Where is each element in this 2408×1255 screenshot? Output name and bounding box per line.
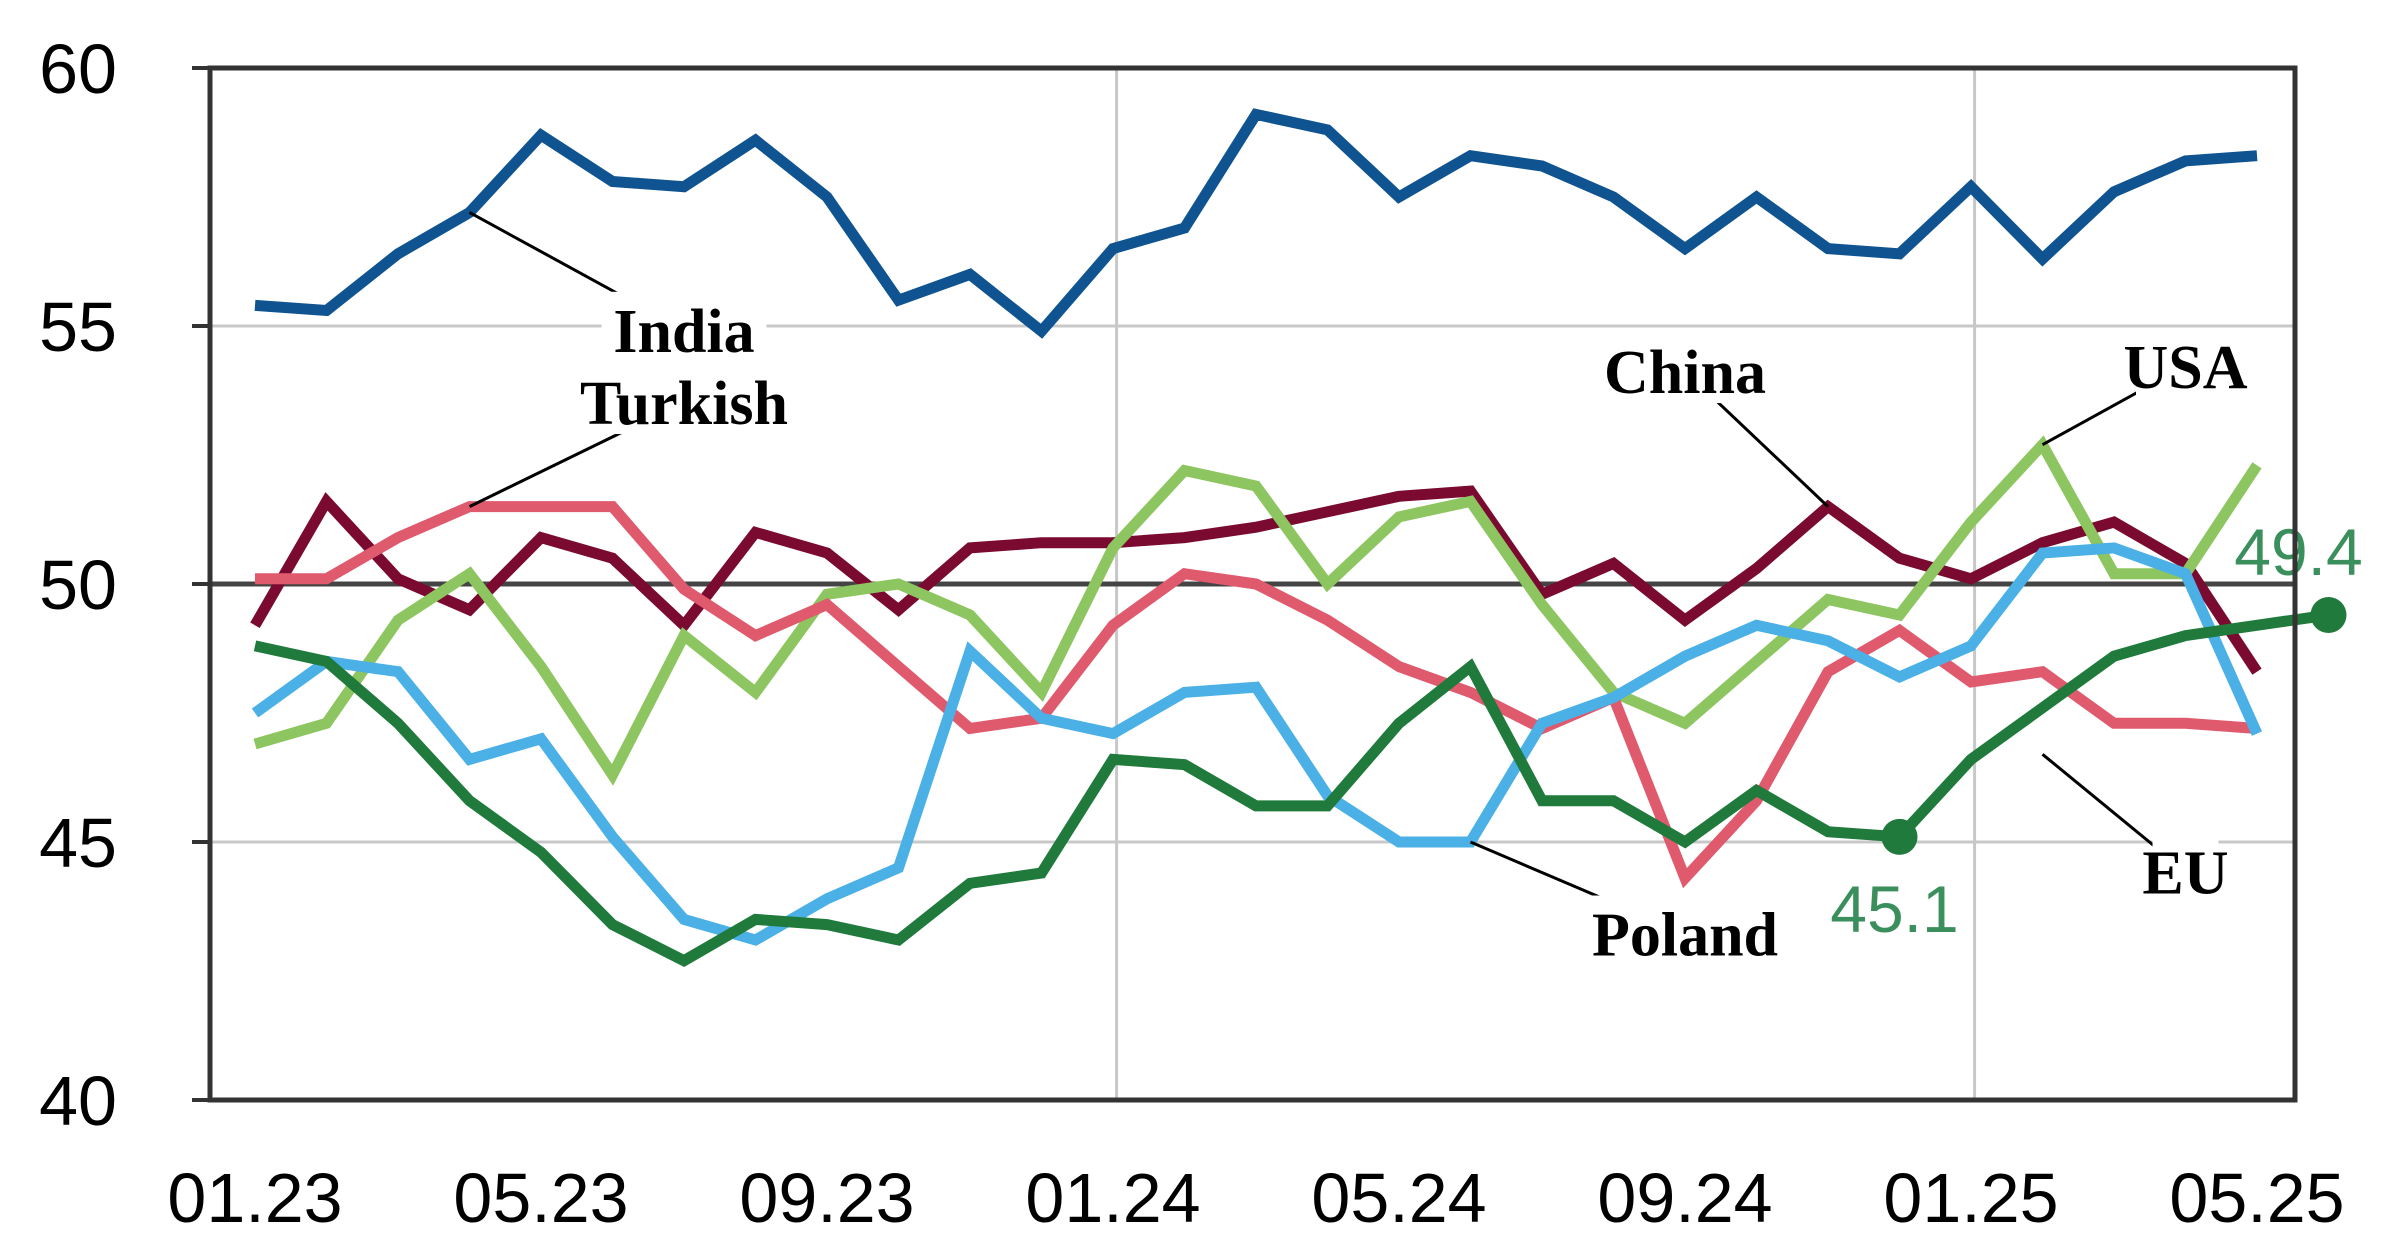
x-tick-05.23: 05.23	[453, 1159, 628, 1237]
annotation-value-45-1: 45.1	[1830, 872, 1958, 946]
annotation-marker-49-4	[2310, 596, 2347, 633]
x-tick-09.23: 09.23	[739, 1159, 914, 1237]
series-label-china: China	[1604, 339, 1766, 407]
x-tick-09.24: 09.24	[1597, 1159, 1772, 1237]
series-label-india: India	[613, 298, 754, 366]
x-axis-ticks: 01.23 05.23 09.23 01.24 05.24 09.24 01.25 05.25	[167, 1159, 2344, 1237]
series-lines	[250, 108, 2330, 967]
label-bg-china	[1602, 333, 1768, 404]
y-tick-50: 50	[39, 546, 117, 624]
annotation-value-49-4: 49.4	[2234, 515, 2362, 589]
series-line-turkish	[255, 501, 2258, 889]
series-line-eu	[253, 609, 2330, 967]
series-line-china	[250, 485, 2262, 675]
x-tick-01.24: 01.24	[1025, 1159, 1200, 1237]
x-tick-01.25: 01.25	[1883, 1159, 2058, 1237]
series-label-turkish: Turkish	[580, 370, 788, 438]
label-bg-usa	[2136, 327, 2235, 398]
label-bg-india	[601, 291, 767, 362]
series-label-poland: Poland	[1592, 902, 1778, 970]
series-label-usa: USA	[2123, 334, 2247, 402]
series-line-usa	[253, 435, 2262, 786]
y-tick-60: 60	[39, 30, 117, 108]
label-bg-eu	[2152, 833, 2219, 904]
annotation-marker-45-1	[1881, 818, 1918, 855]
y-tick-45: 45	[39, 804, 117, 882]
x-tick-05.25: 05.25	[2169, 1159, 2344, 1237]
y-axis-ticks: 40 45 50 55 60	[39, 30, 210, 1140]
series-label-eu: EU	[2142, 840, 2228, 908]
series-line-india	[254, 108, 2258, 339]
label-bg-poland	[1586, 895, 1784, 966]
annotation-markers: 45.1 49.4	[1830, 515, 2362, 946]
y-tick-40: 40	[39, 1062, 117, 1140]
y-tick-55: 55	[39, 288, 117, 366]
x-tick-05.24: 05.24	[1311, 1159, 1486, 1237]
series-line-poland	[251, 542, 2263, 946]
label-bg-turkish	[568, 364, 800, 435]
x-tick-01.23: 01.23	[167, 1159, 342, 1237]
